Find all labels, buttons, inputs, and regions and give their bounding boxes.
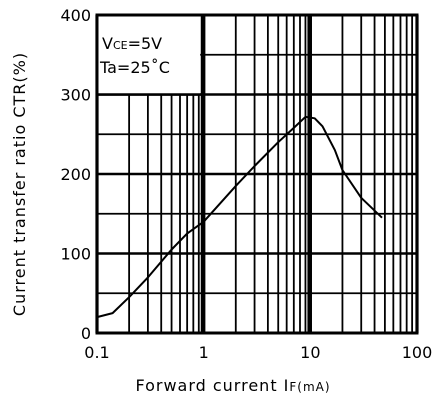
y-tick-label: 400 — [60, 6, 91, 25]
y-tick-label: 300 — [60, 86, 91, 105]
series-layer — [96, 115, 383, 319]
plot-frame — [95, 13, 419, 335]
y-tick-label: 200 — [60, 165, 91, 184]
condition-vce-sub: CE — [113, 39, 128, 52]
plot-border — [95, 13, 419, 335]
conditions-box: VCE=5V Ta=25˚C — [97, 16, 202, 96]
x-tick-label: 100 — [402, 343, 433, 362]
condition-vce-symbol: V — [102, 34, 113, 53]
x-tick-label: 0.1 — [84, 343, 109, 362]
y-tick-label: 0 — [81, 324, 91, 343]
x-tick-label: 1 — [199, 343, 209, 362]
condition-ta: Ta=25˚C — [99, 58, 170, 77]
series-line-0 — [96, 115, 383, 319]
conditions-box-bg — [98, 16, 201, 94]
condition-vce: VCE=5V — [102, 34, 162, 53]
axis-titles: Forward current IF(mA) Current transfer r… — [10, 52, 330, 395]
condition-vce-value: =5V — [128, 34, 163, 53]
x-axis-title-text: Forward current — [135, 376, 283, 395]
x-axis-title-symbol: I — [284, 376, 290, 395]
x-tick-label: 10 — [300, 343, 320, 362]
x-axis-title: Forward current IF(mA) — [135, 376, 330, 395]
y-axis-title: Current transfer ratio CTR(%) — [10, 52, 29, 316]
x-axis-title-sub: F(mA) — [289, 380, 330, 394]
y-tick-label: 100 — [60, 245, 91, 264]
tick-labels: 0.1 1 10 100 0 100 200 300 400 — [60, 6, 432, 362]
